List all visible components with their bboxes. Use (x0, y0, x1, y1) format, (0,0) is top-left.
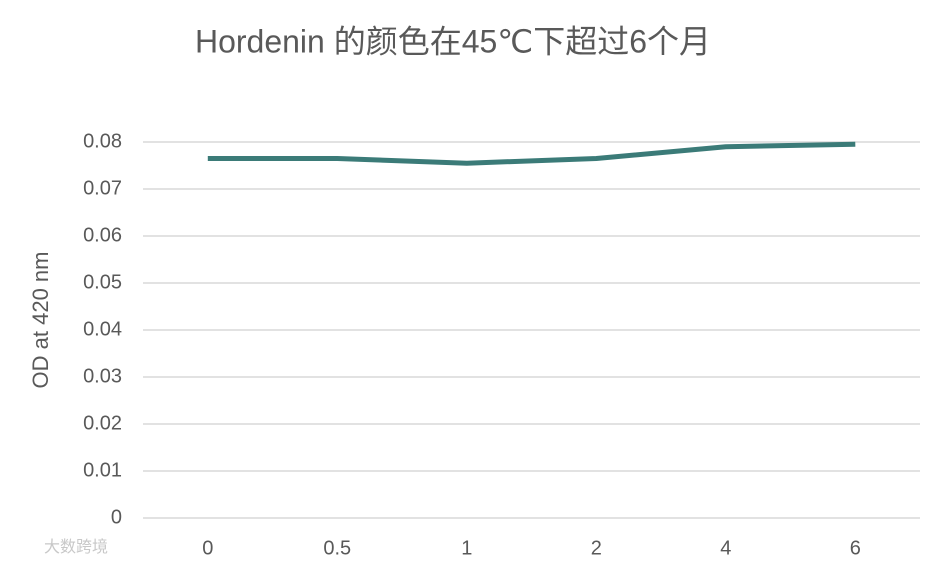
x-tick-label: 0 (202, 537, 213, 559)
y-tick-label: 0.03 (83, 365, 122, 387)
x-tick-label: 2 (591, 537, 602, 559)
y-tick-label: 0.02 (83, 412, 122, 434)
x-tick-label: 4 (720, 537, 731, 559)
x-tick-label: 1 (461, 537, 472, 559)
y-tick-label: 0.06 (83, 224, 122, 246)
y-axis-label: OD at 420 nm (28, 252, 53, 389)
y-tick-label: 0.08 (83, 130, 122, 152)
y-tick-label: 0.04 (83, 318, 122, 340)
x-tick-label: 0.5 (323, 537, 351, 559)
y-tick-label: 0 (111, 506, 122, 528)
y-tick-label: 0.05 (83, 271, 122, 293)
y-tick-label: 0.07 (83, 177, 122, 199)
data-line (207, 141, 856, 166)
x-tick-label: 6 (850, 537, 861, 559)
watermark: 大数跨境 (44, 537, 108, 556)
chart-title: Hordenin 的颜色在45℃下超过6个月 (195, 23, 711, 59)
y-tick-label: 0.01 (83, 459, 122, 481)
